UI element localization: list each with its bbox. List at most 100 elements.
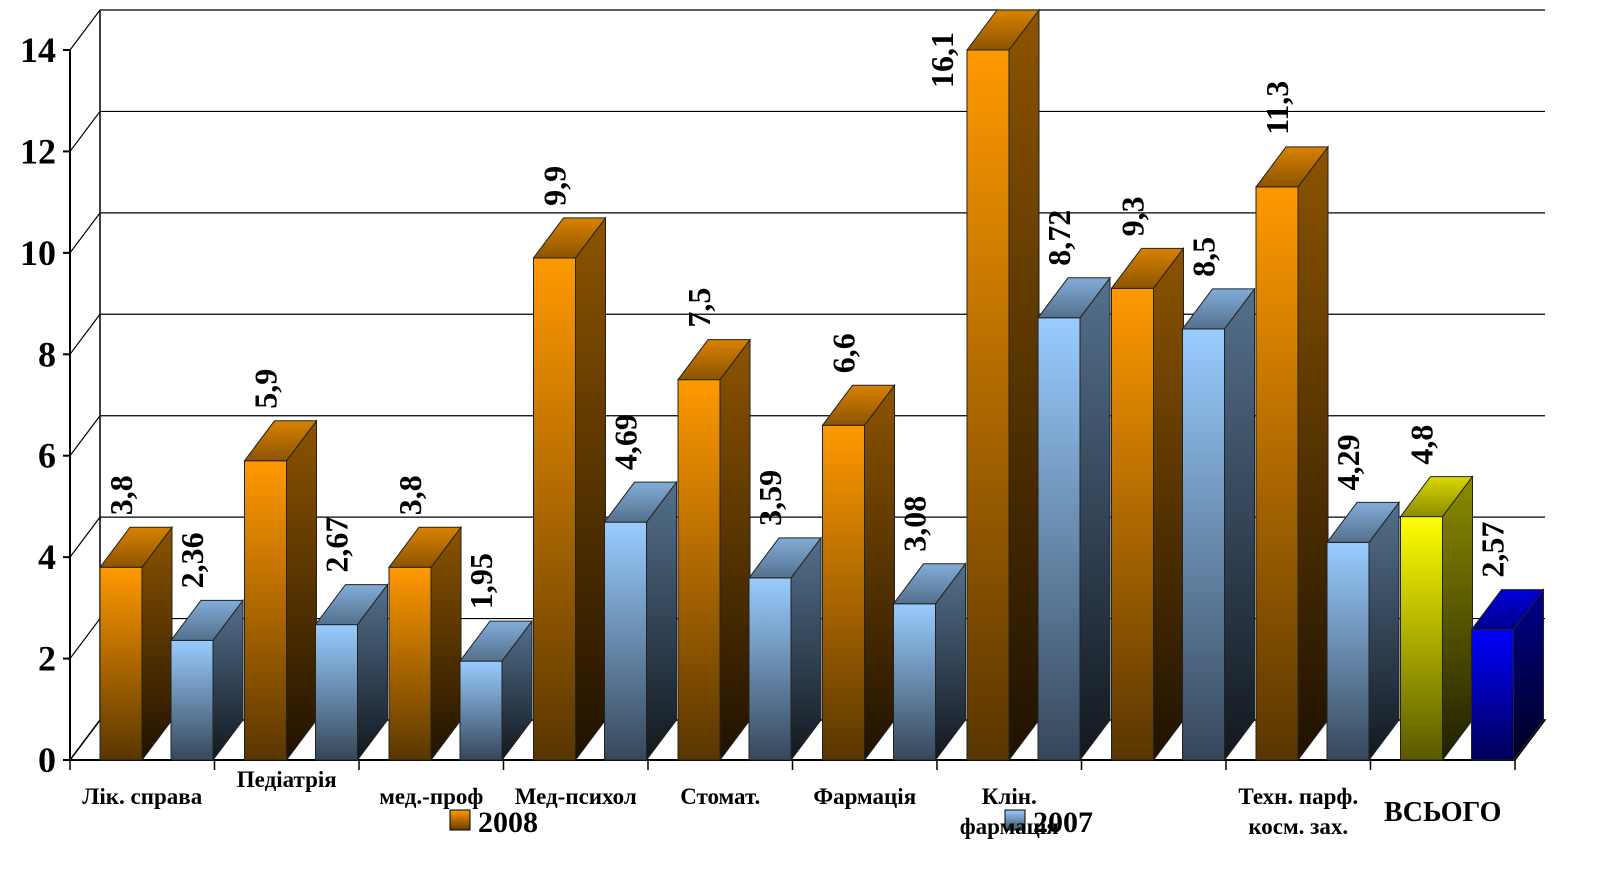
y-tick-label: 10	[20, 233, 56, 273]
value-label: 16,1	[924, 32, 960, 88]
x-tick-label: мед.-проф	[379, 784, 484, 809]
bar-side	[575, 216, 606, 762]
bar-top	[966, 9, 1040, 51]
bar-side	[1224, 287, 1255, 762]
bar-front	[1255, 186, 1299, 761]
value-label: 6,6	[826, 333, 862, 373]
bar-top	[459, 620, 533, 662]
value-label: 8,5	[1186, 237, 1222, 277]
bar-side	[719, 338, 751, 762]
bar-front	[1111, 287, 1154, 761]
bar-side	[430, 525, 462, 762]
grid-line	[69, 9, 101, 51]
value-label: 4,29	[1330, 434, 1366, 490]
bar-front	[1471, 629, 1514, 761]
value-label: 4,69	[608, 414, 644, 470]
bar-top	[1037, 277, 1111, 319]
bar-side	[646, 480, 677, 762]
bar-top	[892, 563, 967, 605]
grid-line	[69, 212, 101, 254]
bar-side	[1153, 246, 1184, 762]
bar-top	[1255, 146, 1329, 188]
x-tick-label: Мед-психол	[514, 784, 637, 809]
y-tick-label: 6	[38, 436, 56, 476]
bar-front	[1037, 317, 1081, 761]
value-label: 5,9	[248, 369, 284, 409]
y-tick-label: 12	[20, 131, 56, 171]
bar-side	[1079, 276, 1111, 762]
value-label: 2,57	[1475, 522, 1511, 578]
bar-top	[1326, 501, 1400, 543]
bar-front	[1182, 328, 1225, 761]
grid-line	[69, 719, 101, 761]
y-tick-label: 8	[38, 334, 56, 374]
legend-swatch	[1004, 809, 1026, 831]
bar-top	[1470, 589, 1545, 631]
bar-top	[170, 599, 244, 641]
bar-front	[315, 624, 358, 761]
x-tick-label: Лік. справа	[82, 784, 203, 809]
value-label: 8,72	[1041, 210, 1077, 266]
bar-front	[893, 603, 936, 761]
x-tick-label: Клін. фармація	[959, 784, 1059, 839]
bar-top	[243, 420, 318, 462]
value-label: 2,36	[174, 532, 210, 588]
bar-top	[314, 584, 389, 626]
value-label: 3,8	[103, 475, 139, 515]
value-label: 11,3	[1259, 81, 1295, 135]
value-label: 7,5	[681, 288, 717, 328]
bar-top	[99, 526, 173, 568]
bar-side	[1297, 145, 1329, 762]
bar-top	[677, 339, 751, 381]
legend-label: 2008	[478, 806, 538, 839]
bar-side	[141, 525, 173, 762]
value-label: 3,59	[752, 470, 788, 526]
value-label: 3,8	[392, 475, 428, 515]
bar-front	[99, 566, 143, 761]
bar-top	[1181, 288, 1256, 330]
legend-swatch	[449, 809, 471, 831]
y-tick-label: 14	[20, 30, 56, 70]
grid-line	[69, 618, 101, 659]
value-label: 2,67	[319, 517, 355, 573]
bar-top	[821, 384, 896, 426]
y-tick-label: 2	[38, 639, 56, 679]
x-tick-label: ВСЬОГО	[1384, 797, 1502, 828]
bar-side	[864, 383, 895, 762]
legend-label: 2007	[1033, 806, 1093, 839]
bar-side	[1442, 475, 1473, 762]
bar-front	[170, 639, 214, 761]
bar-top	[1399, 476, 1474, 518]
bar-front	[604, 521, 647, 761]
bar-front	[966, 49, 1010, 761]
value-label: 4,8	[1404, 425, 1440, 465]
bar-front	[822, 424, 865, 761]
value-label: 9,9	[537, 166, 573, 206]
grid-line	[69, 111, 101, 152]
grid-line	[69, 415, 101, 457]
bar-side	[286, 419, 317, 762]
grid-line	[69, 313, 101, 355]
bar-top	[532, 217, 607, 259]
bar-side	[1008, 8, 1040, 762]
value-label: 1,95	[463, 553, 499, 609]
bar-front	[244, 460, 287, 761]
bar-top	[748, 537, 822, 579]
x-tick-label: Стомат.	[680, 784, 761, 809]
bar-front	[533, 257, 576, 761]
bar-top	[1110, 247, 1185, 289]
bar-top	[603, 481, 678, 523]
x-tick-label: Техн. парф. косм. зах.	[1238, 784, 1359, 839]
bar-front	[748, 577, 792, 761]
y-tick-label: 0	[38, 740, 56, 780]
x-tick-label: Педіатрія	[236, 767, 337, 792]
x-tick-label: Фармація	[813, 784, 917, 809]
value-label: 9,3	[1115, 196, 1151, 236]
grid-line	[69, 516, 101, 558]
bar-front	[1326, 541, 1370, 761]
bar-front	[459, 660, 503, 761]
bar-front	[1400, 516, 1443, 761]
y-tick-label: 4	[38, 537, 56, 577]
